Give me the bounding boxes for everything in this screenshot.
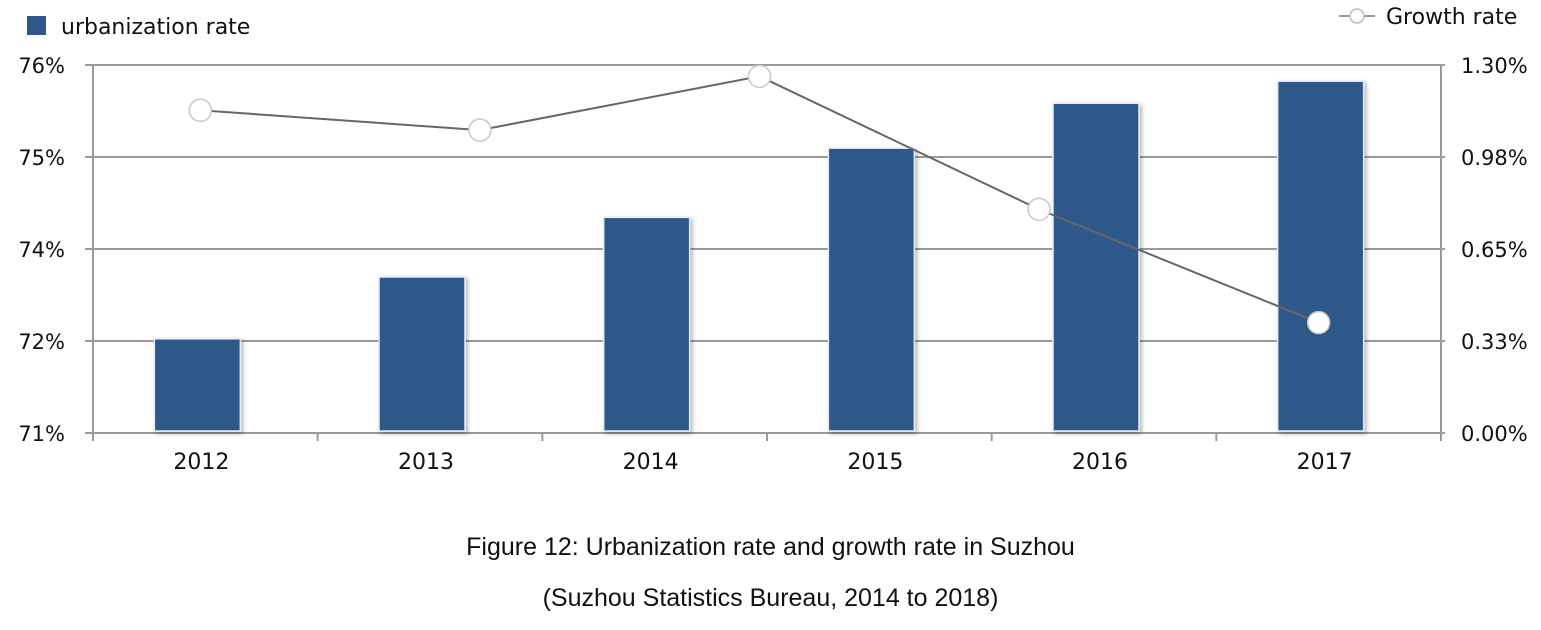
x-axis-tick-label: 2013 bbox=[398, 450, 454, 475]
bar-2012 bbox=[153, 338, 242, 432]
combo-chart: 71% 0.00% 72% 0.33% 74% 0.65% 75% 0.98% 76% 1.30%… bbox=[18, 5, 1528, 475]
growth-rate-point bbox=[747, 64, 772, 89]
x-axis-tick-label: 2015 bbox=[847, 450, 903, 475]
right-axis-tick-label: 0.98% bbox=[1461, 146, 1528, 170]
x-axis-tick-label: 2016 bbox=[1072, 450, 1128, 475]
x-axis-tick-label: 2012 bbox=[173, 450, 229, 475]
figure-source: (Suzhou Statistics Bureau, 2014 to 2018) bbox=[542, 584, 999, 612]
left-axis-tick-label: 71% bbox=[18, 422, 65, 446]
bar-2013 bbox=[378, 276, 466, 432]
bar-2016 bbox=[1052, 102, 1140, 432]
legend-urbanization-rate: urbanization rate bbox=[61, 15, 250, 40]
growth-rate-point bbox=[468, 118, 492, 142]
right-axis-tick-label: 0.00% bbox=[1461, 422, 1528, 446]
growth-rate-point bbox=[1027, 197, 1051, 222]
legend-growth-rate: Growth rate bbox=[1386, 5, 1517, 30]
growth-rate-point bbox=[1306, 310, 1331, 335]
legend-bar-swatch bbox=[27, 16, 46, 35]
bar-2014 bbox=[602, 216, 691, 432]
left-axis-tick-label: 74% bbox=[18, 238, 65, 262]
legend-line-marker bbox=[1349, 8, 1365, 24]
x-axis-tick-label: 2017 bbox=[1297, 450, 1353, 475]
growth-rate-point bbox=[188, 98, 213, 123]
figure-caption: Figure 12: Urbanization rate and growth … bbox=[466, 533, 1075, 561]
right-axis-tick-label: 0.65% bbox=[1461, 238, 1528, 262]
left-axis-tick-label: 72% bbox=[18, 330, 65, 354]
bar-2017 bbox=[1276, 80, 1365, 432]
right-axis-tick-label: 1.30% bbox=[1461, 54, 1528, 78]
x-axis-tick-label: 2014 bbox=[623, 450, 679, 475]
growth-rate-line bbox=[200, 75, 1320, 324]
left-axis-tick-label: 75% bbox=[18, 146, 65, 170]
right-axis-tick-label: 0.33% bbox=[1461, 330, 1528, 354]
left-axis-tick-label: 76% bbox=[18, 54, 65, 78]
bar-2015 bbox=[827, 147, 916, 432]
